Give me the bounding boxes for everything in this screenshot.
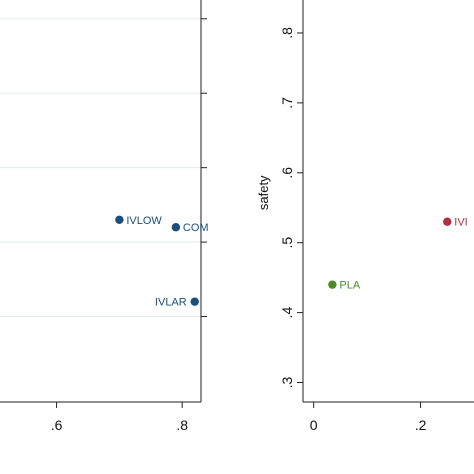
data-point-ivi	[443, 217, 452, 226]
data-point-ivlow	[115, 215, 124, 224]
point-label: COM	[183, 222, 209, 234]
point-label: IVLOW	[126, 215, 162, 227]
x-tick-label: 0	[310, 417, 318, 433]
y-tick-label: .4	[279, 307, 295, 319]
y-tick-label: .3	[279, 376, 295, 388]
x-tick-label: .8	[176, 417, 188, 433]
y-tick-label: .7	[279, 97, 295, 109]
y-tick-label: .8	[279, 27, 295, 39]
data-point-com	[171, 223, 181, 232]
point-label: IVLAR	[155, 297, 187, 309]
x-tick-label: .6	[51, 417, 63, 433]
point-label: PLA	[339, 280, 360, 292]
y-tick-label: .6	[279, 167, 295, 179]
y-axis-title: safety	[256, 175, 271, 210]
x-tick-label: .2	[415, 417, 427, 433]
point-label: IVI	[454, 217, 467, 229]
chart-panel-2: 0 .2 .3 .4 .5 .6 .7 .8 safety PLA IVI	[256, 0, 474, 433]
data-point-ivlar	[190, 297, 199, 306]
data-point-pla	[328, 280, 337, 289]
y-tick-label: .5	[279, 237, 295, 249]
chart-panel-1: .6 .8 IVLOW COM IVLAR	[0, 0, 209, 433]
